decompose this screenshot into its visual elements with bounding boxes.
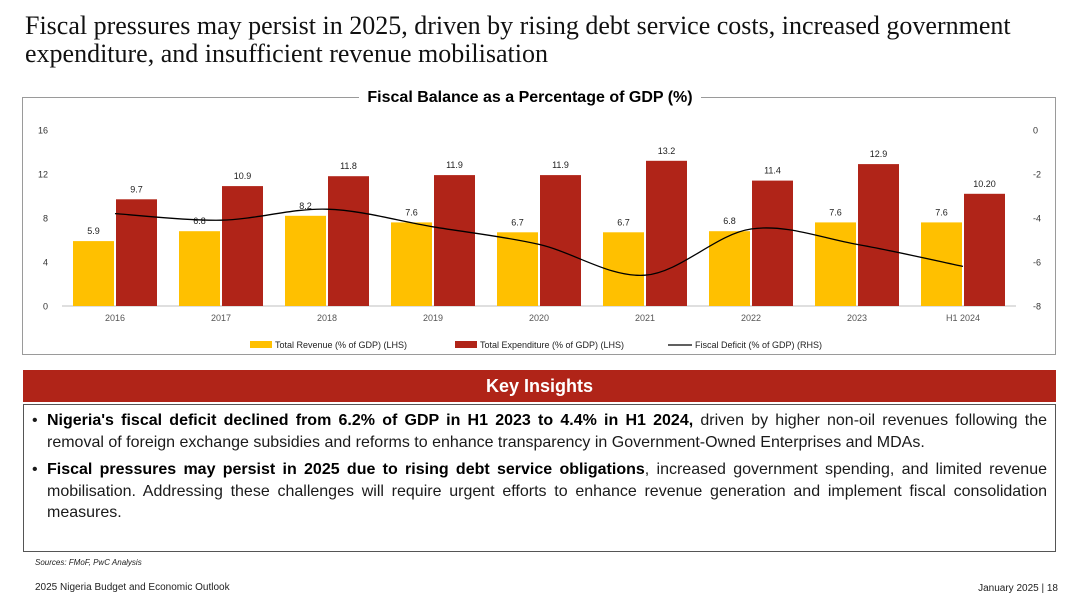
revenue-data-label: 6.8 xyxy=(193,216,206,226)
expenditure-data-label: 13.2 xyxy=(658,146,676,156)
expenditure-data-label: 9.7 xyxy=(130,184,143,194)
insights-list: • Nigeria's fiscal deficit declined from … xyxy=(32,410,1047,524)
legend-deficit-label: Fiscal Deficit (% of GDP) (RHS) xyxy=(695,340,822,350)
revenue-bar xyxy=(179,231,220,306)
legend-revenue-label: Total Revenue (% of GDP) (LHS) xyxy=(275,340,407,350)
bullet-icon: • xyxy=(32,412,38,429)
y-left-tick-label: 12 xyxy=(38,170,48,180)
revenue-data-label: 7.6 xyxy=(829,207,842,217)
x-tick-label: 2021 xyxy=(635,313,655,323)
x-tick-label: 2020 xyxy=(529,313,549,323)
expenditure-bar xyxy=(858,164,899,306)
bullet-icon: • xyxy=(32,461,38,478)
revenue-bar xyxy=(603,232,644,306)
x-tick-label: 2016 xyxy=(105,313,125,323)
revenue-bar xyxy=(391,222,432,306)
footer-date-page: January 2025 | 18 xyxy=(978,583,1058,594)
insight-item: • Fiscal pressures may persist in 2025 du… xyxy=(32,459,1047,524)
x-tick-label: 2017 xyxy=(211,313,231,323)
revenue-data-label: 8.2 xyxy=(299,201,312,211)
revenue-bar xyxy=(285,215,326,306)
revenue-data-label: 5.9 xyxy=(87,226,100,236)
revenue-bar xyxy=(709,231,750,306)
expenditure-bar xyxy=(964,193,1005,306)
chart-title: Fiscal Balance as a Percentage of GDP (%… xyxy=(359,88,701,108)
revenue-data-label: 6.8 xyxy=(723,216,736,226)
x-tick-label: 2019 xyxy=(423,313,443,323)
y-left-tick-label: 0 xyxy=(43,302,48,312)
y-right-tick-label: 0 xyxy=(1033,126,1038,136)
revenue-data-label: 6.7 xyxy=(511,217,524,227)
legend-expenditure-swatch xyxy=(455,341,477,348)
y-right-tick-label: -4 xyxy=(1033,214,1041,224)
x-tick-label: 2022 xyxy=(741,313,761,323)
insight-bold-text: Fiscal pressures may persist in 2025 due… xyxy=(47,461,645,478)
key-insights-box: • Nigeria's fiscal deficit declined from … xyxy=(23,404,1056,552)
chart-title-wrap: Fiscal Balance as a Percentage of GDP (%… xyxy=(0,88,1080,108)
key-insights-heading: Key Insights xyxy=(23,370,1056,402)
revenue-data-label: 7.6 xyxy=(405,207,418,217)
expenditure-bar xyxy=(328,176,369,306)
page-title: Fiscal pressures may persist in 2025, dr… xyxy=(25,11,1011,68)
expenditure-data-label: 11.9 xyxy=(446,160,463,170)
revenue-bar xyxy=(921,222,962,306)
fiscal-balance-chart: 0 4 8 12 16 0 -2 -4 -6 -8 5.9 9.7 2016 6.8 10.9 2017 8.2… xyxy=(38,126,1041,351)
insight-text: driven by higher non-oil revenues follow… xyxy=(47,412,1048,451)
insight-text: , increased government spending, and lim… xyxy=(47,461,1048,521)
sources-note: Sources: FMoF, PwC Analysis xyxy=(35,558,142,567)
x-tick-label: H1 2024 xyxy=(946,313,980,323)
expenditure-bar xyxy=(646,160,687,306)
insight-item: • Nigeria's fiscal deficit declined from … xyxy=(32,410,1047,453)
revenue-bar xyxy=(497,232,538,306)
y-left-tick-label: 4 xyxy=(43,258,48,268)
expenditure-data-label: 11.9 xyxy=(552,160,569,170)
expenditure-bar xyxy=(222,186,263,306)
revenue-data-label: 7.6 xyxy=(935,207,948,217)
y-right-tick-label: -6 xyxy=(1033,258,1041,268)
revenue-bar xyxy=(815,222,856,306)
y-left-tick-label: 8 xyxy=(43,214,48,224)
x-tick-label: 2023 xyxy=(847,313,867,323)
y-left-tick-label: 16 xyxy=(38,126,48,136)
legend-revenue-swatch xyxy=(250,341,272,348)
legend-expenditure-label: Total Expenditure (% of GDP) (LHS) xyxy=(480,340,624,350)
y-right-tick-label: -8 xyxy=(1033,302,1041,312)
expenditure-data-label: 12.9 xyxy=(870,149,888,159)
insight-bold-text: Nigeria's fiscal deficit declined from 6… xyxy=(47,412,694,429)
x-tick-label: 2018 xyxy=(317,313,337,323)
expenditure-data-label: 11.8 xyxy=(340,161,357,171)
expenditure-data-label: 10.9 xyxy=(234,171,252,181)
revenue-data-label: 6.7 xyxy=(617,217,630,227)
y-right-tick-label: -2 xyxy=(1033,170,1041,180)
footer-report-name: 2025 Nigeria Budget and Economic Outlook xyxy=(35,582,230,593)
revenue-bar xyxy=(73,241,114,306)
expenditure-data-label: 10.20 xyxy=(973,179,996,189)
expenditure-bar xyxy=(434,175,475,306)
expenditure-bar xyxy=(752,180,793,306)
expenditure-data-label: 11.4 xyxy=(764,166,781,176)
expenditure-bar xyxy=(540,175,581,306)
